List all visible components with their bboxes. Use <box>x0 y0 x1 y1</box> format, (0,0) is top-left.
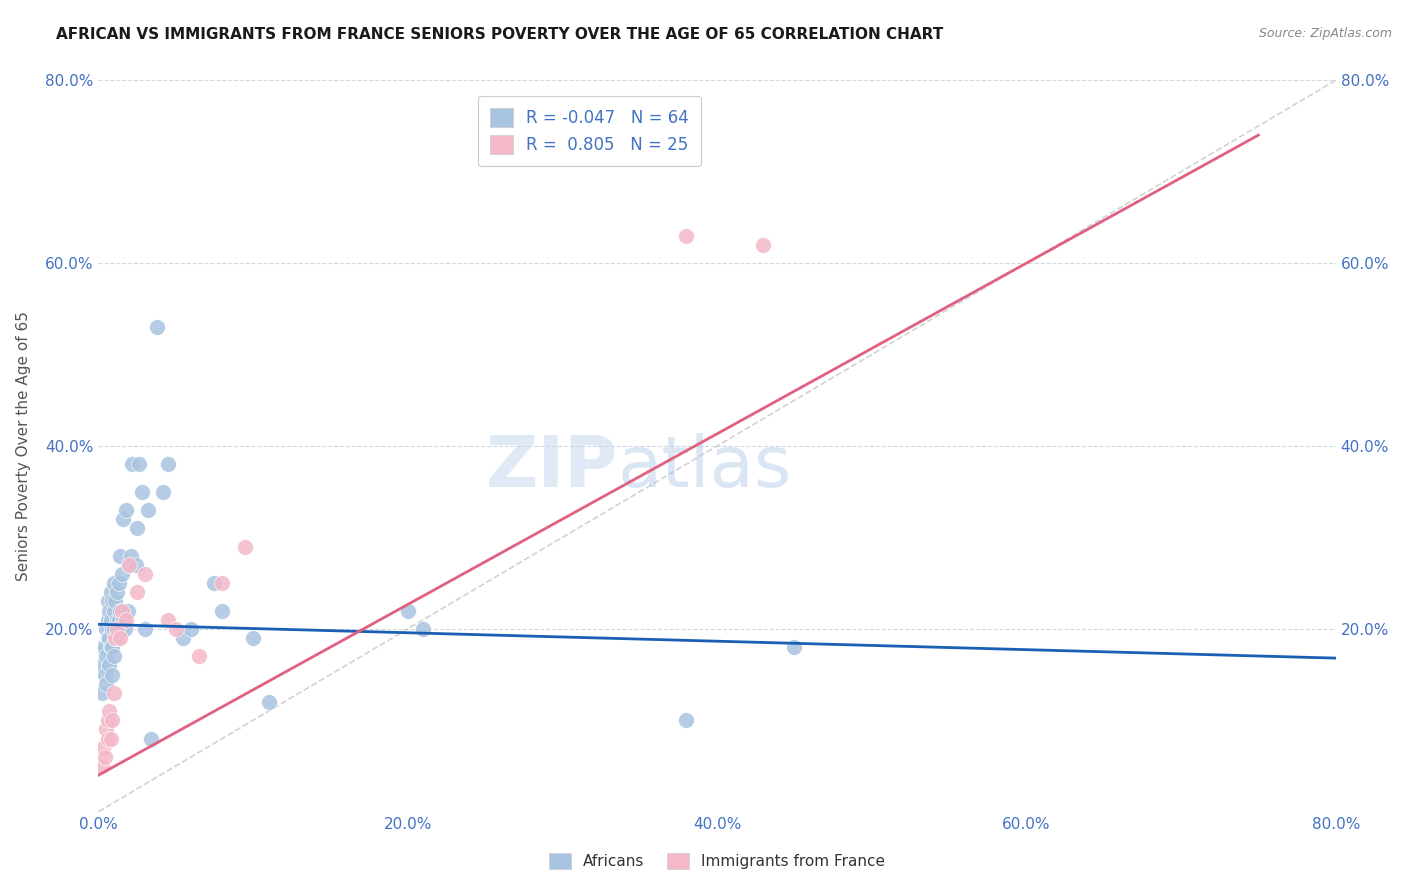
Point <box>97 731 120 746</box>
Point <box>96 622 118 636</box>
Point <box>104 631 127 645</box>
Point <box>121 458 143 472</box>
Point <box>101 667 124 681</box>
Point <box>105 622 128 636</box>
Point <box>111 603 134 617</box>
Legend: R = -0.047   N = 64, R =  0.805   N = 25: R = -0.047 N = 64, R = 0.805 N = 25 <box>478 96 700 166</box>
Point <box>100 731 122 746</box>
Point <box>108 603 131 617</box>
Point <box>103 622 125 636</box>
Point <box>98 704 121 718</box>
Point <box>257 695 280 709</box>
Point <box>111 622 134 636</box>
Point <box>165 622 187 636</box>
Text: ZIP: ZIP <box>486 434 619 502</box>
Point <box>101 594 124 608</box>
Point <box>139 731 162 746</box>
Y-axis label: Seniors Poverty Over the Age of 65: Seniors Poverty Over the Age of 65 <box>17 311 31 581</box>
Point <box>97 714 120 728</box>
Point <box>211 576 233 591</box>
Point <box>97 631 120 645</box>
Point <box>91 740 114 755</box>
Point <box>103 576 125 591</box>
Point <box>783 640 806 655</box>
Point <box>112 613 135 627</box>
Point <box>112 512 135 526</box>
Point <box>115 503 138 517</box>
Point <box>134 622 156 636</box>
Point <box>108 631 131 645</box>
Point <box>96 649 118 664</box>
Point <box>152 484 174 499</box>
Point <box>100 613 122 627</box>
Point <box>103 686 125 700</box>
Point <box>93 749 115 764</box>
Point <box>90 686 112 700</box>
Point <box>97 594 120 608</box>
Point <box>105 613 128 627</box>
Point <box>101 714 124 728</box>
Point <box>235 540 257 554</box>
Point <box>412 622 434 636</box>
Point <box>98 631 121 645</box>
Point <box>100 640 122 655</box>
Point <box>107 613 129 627</box>
Point <box>136 503 159 517</box>
Point <box>105 585 128 599</box>
Point <box>120 549 142 563</box>
Point <box>134 567 156 582</box>
Point <box>91 640 114 655</box>
Point <box>675 228 697 243</box>
Legend: Africans, Immigrants from France: Africans, Immigrants from France <box>543 847 891 875</box>
Point <box>90 759 112 773</box>
Point <box>107 576 129 591</box>
Point <box>104 631 127 645</box>
Point <box>118 558 141 572</box>
Point <box>146 320 169 334</box>
Point <box>104 594 127 608</box>
Point <box>128 458 150 472</box>
Point <box>91 658 114 673</box>
Text: atlas: atlas <box>619 434 793 502</box>
Point <box>242 631 264 645</box>
Point <box>127 585 149 599</box>
Text: Source: ZipAtlas.com: Source: ZipAtlas.com <box>1258 27 1392 40</box>
Point <box>103 603 125 617</box>
Point <box>180 622 202 636</box>
Point <box>117 603 139 617</box>
Point <box>173 631 195 645</box>
Point <box>111 567 134 582</box>
Point <box>124 558 146 572</box>
Point <box>131 484 153 499</box>
Point <box>93 667 115 681</box>
Point <box>118 558 141 572</box>
Point <box>157 458 180 472</box>
Point <box>93 640 115 655</box>
Point <box>105 631 128 645</box>
Point <box>157 613 180 627</box>
Point <box>752 238 775 252</box>
Text: AFRICAN VS IMMIGRANTS FROM FRANCE SENIORS POVERTY OVER THE AGE OF 65 CORRELATION: AFRICAN VS IMMIGRANTS FROM FRANCE SENIOR… <box>56 27 943 42</box>
Point <box>127 521 149 535</box>
Point <box>98 603 121 617</box>
Point <box>101 640 124 655</box>
Point <box>114 622 136 636</box>
Point <box>96 723 118 737</box>
Point <box>396 603 419 617</box>
Point <box>103 649 125 664</box>
Point <box>204 576 226 591</box>
Point <box>101 622 124 636</box>
Point <box>675 714 697 728</box>
Point <box>97 613 120 627</box>
Point <box>211 603 233 617</box>
Point <box>98 658 121 673</box>
Point <box>108 549 131 563</box>
Point <box>96 676 118 690</box>
Point <box>188 649 211 664</box>
Point <box>100 585 122 599</box>
Point <box>115 613 138 627</box>
